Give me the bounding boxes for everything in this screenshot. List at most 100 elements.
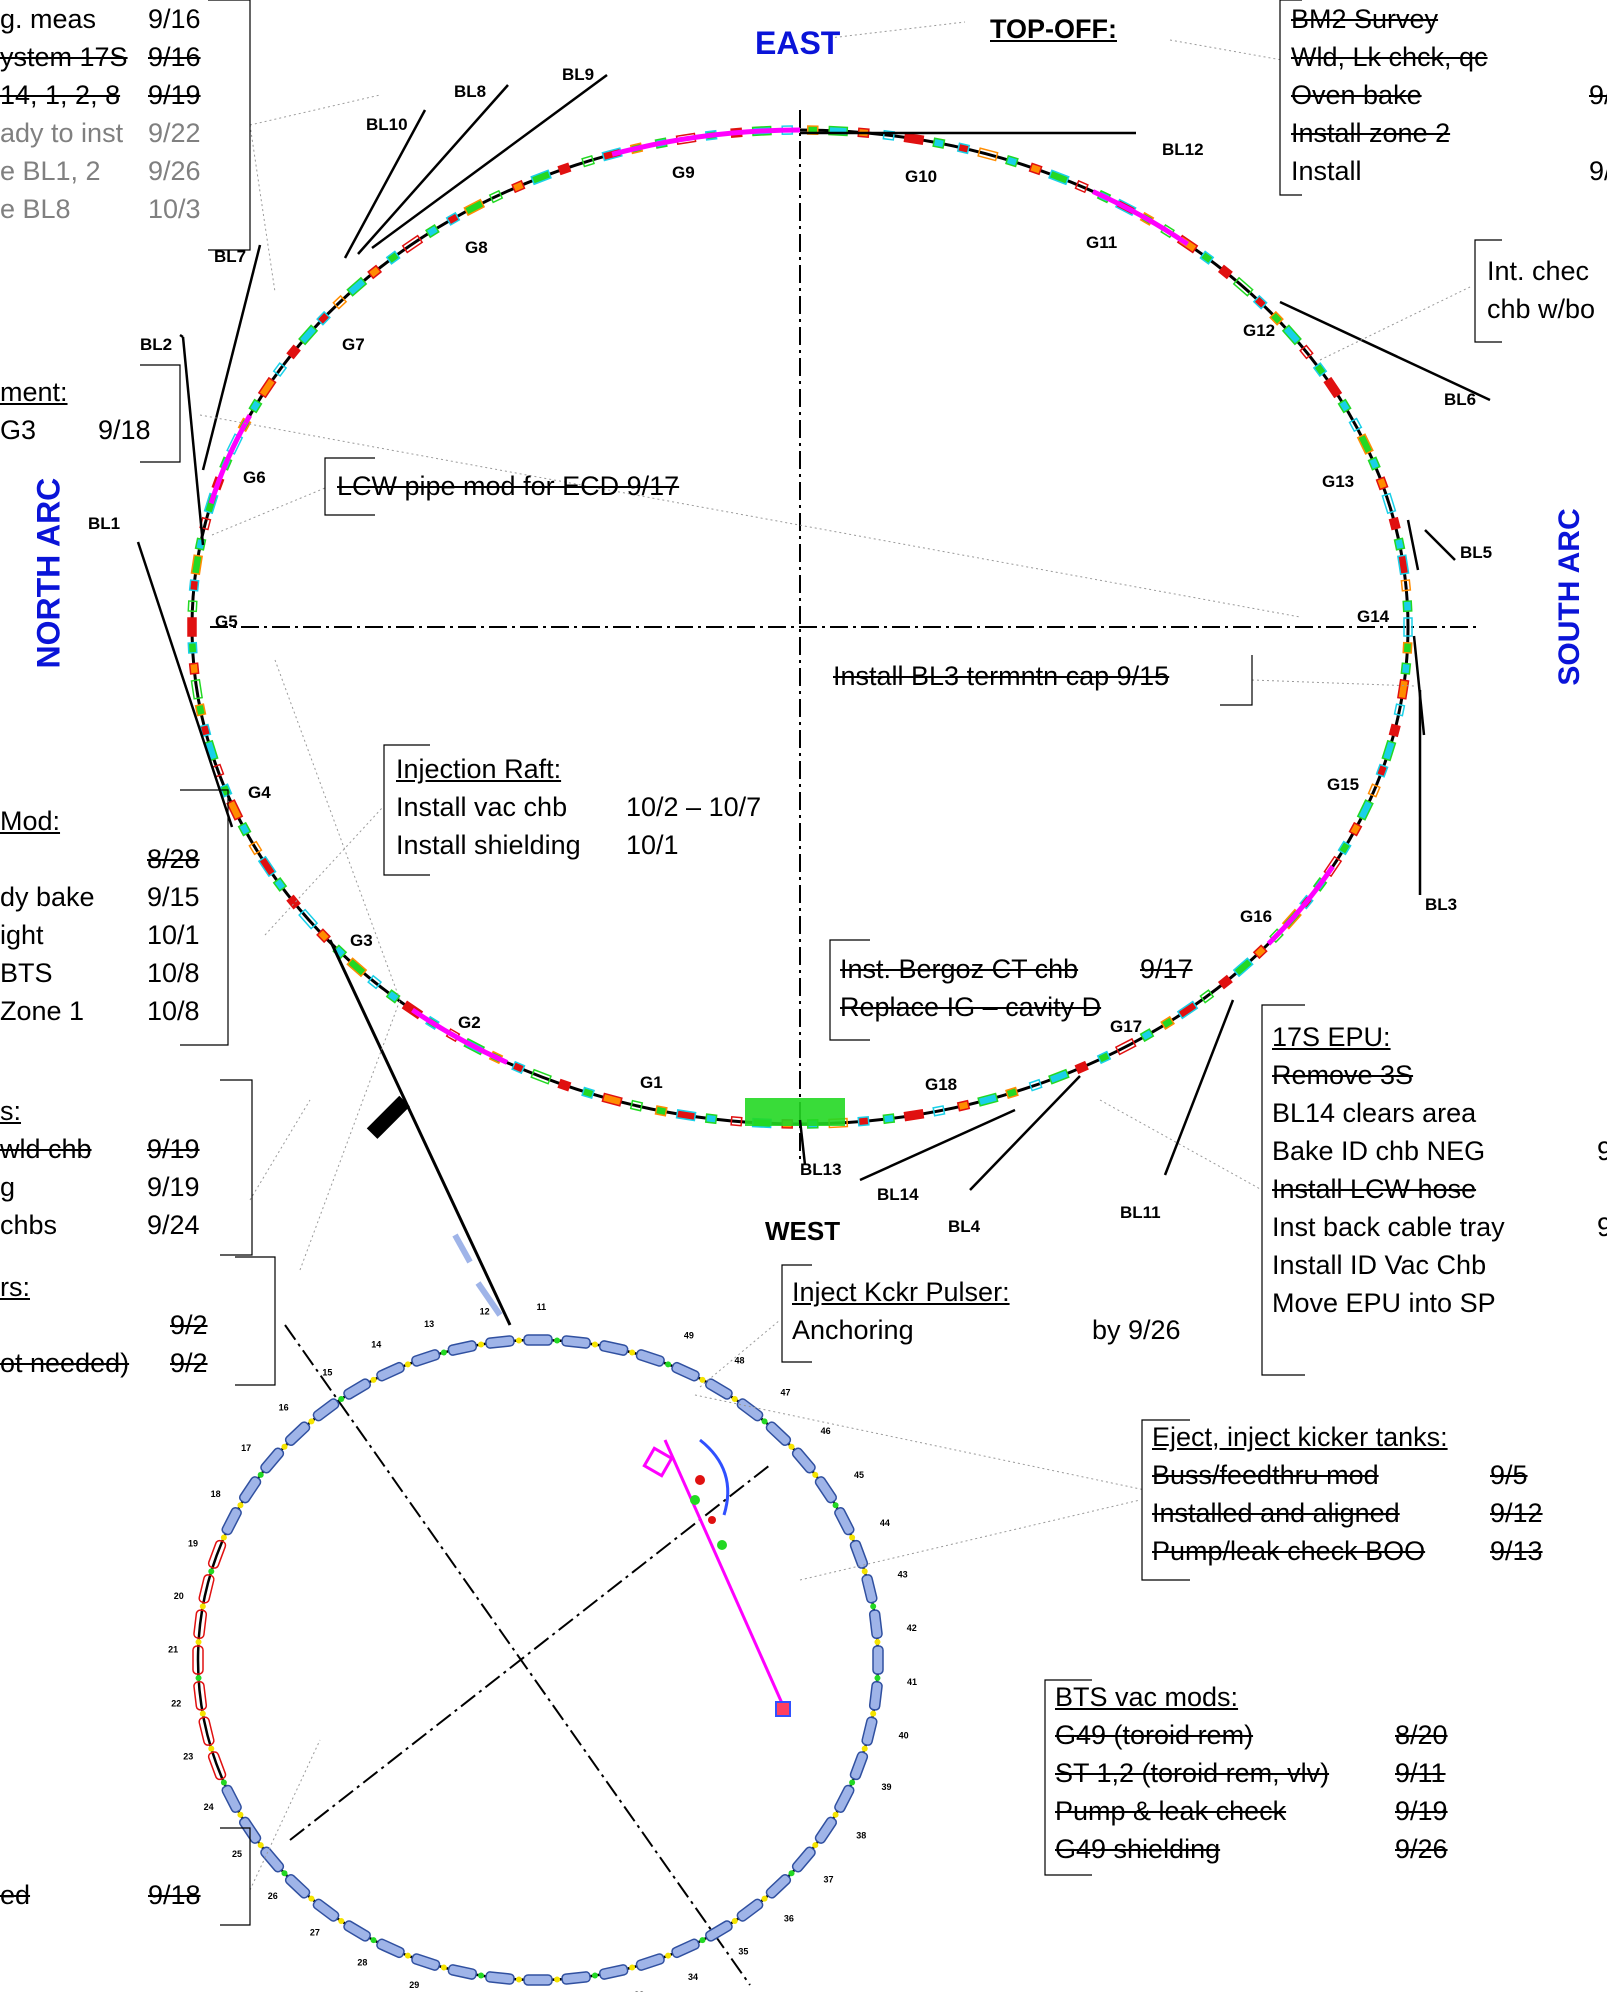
ring-magnet: [1397, 678, 1410, 700]
note-row: e BL1, 2 9/26: [0, 152, 210, 190]
ring-magnet: [190, 554, 203, 576]
ring-magnet: [346, 957, 368, 978]
booster-girder-number: 39: [882, 1782, 892, 1792]
ring-magnet: [187, 641, 198, 654]
ring-magnet: [257, 376, 277, 399]
note-row: Install zone 2: [1291, 114, 1607, 152]
ring-magnet: [1005, 1086, 1019, 1100]
note-row: Inst back cable tray 9/2: [1272, 1208, 1607, 1246]
note-row-date: 9/: [1589, 80, 1607, 110]
ring-magnet: [654, 1105, 668, 1117]
booster-element-dot: [199, 1710, 206, 1717]
booster-girder-number: 15: [322, 1368, 332, 1378]
note-row: BTS 10/8: [0, 954, 220, 992]
note-row: dy bake 9/15: [0, 878, 220, 916]
booster-girder-number: 41: [907, 1677, 917, 1687]
booster-element-dot: [665, 1361, 672, 1368]
booster-magnet: [343, 1920, 371, 1942]
booster-girder-number: 26: [268, 1891, 278, 1901]
ring-magnet: [956, 1099, 971, 1112]
note-row: Remove 3S: [1272, 1056, 1607, 1094]
ring-magnet: [557, 162, 572, 176]
ring-magnet: [316, 310, 331, 326]
note-row-date: 9/: [1589, 156, 1607, 186]
ring-magnet: [1400, 662, 1412, 675]
note-kicker-tanks: Eject, inject kicker tanks: Buss/feedthru…: [1152, 1418, 1607, 1570]
girder-label-g14: G14: [1357, 607, 1390, 626]
ring-magnet: [1323, 376, 1343, 399]
note-row: Zone 1 10/8: [0, 992, 220, 1030]
note-text: LCW pipe mod for ECD 9/17: [337, 471, 680, 501]
note-row: Install shielding 10/1: [396, 826, 816, 864]
note-row: Install 9/: [1291, 152, 1607, 190]
booster-magnet: [736, 1398, 764, 1422]
note-row: ed 9/18: [0, 1876, 220, 1914]
booster-magnet: [207, 1539, 227, 1569]
ring-straight-section: [208, 414, 253, 505]
booster-magnet: [765, 1421, 792, 1447]
ring-magnet: [188, 662, 200, 675]
note-row-label: ight: [0, 920, 44, 950]
booster-magnet: [376, 1938, 405, 1959]
note-row-date: 9/17: [1140, 954, 1193, 984]
ring-magnet: [1348, 821, 1363, 837]
ring-magnet: [882, 129, 896, 141]
booster-girder-number: 48: [735, 1355, 745, 1365]
ring-magnet: [1337, 840, 1352, 856]
booster-magnet: [447, 1964, 478, 1980]
booster-girder-number: 46: [821, 1426, 831, 1436]
note-row-date: 9/24: [147, 1210, 200, 1240]
note-row-label: Remove 3S: [1272, 1060, 1414, 1090]
ring-magnet: [977, 147, 999, 162]
booster-element-dot: [199, 1603, 206, 1610]
note-row-label: Install zone 2: [1291, 118, 1451, 148]
injection-raft-block: [745, 1098, 845, 1126]
note-row: Install LCW hose: [1272, 1170, 1607, 1208]
booster-magnet: [198, 1716, 215, 1746]
booster-element-dot: [861, 1568, 868, 1575]
note-row-date: 9/22: [148, 118, 201, 148]
note-row-label: 14, 1, 2, 8: [0, 80, 121, 110]
note-row-date: 9/15: [147, 882, 200, 912]
note-row: Oven bake 9/: [1291, 76, 1607, 114]
booster-girder-number: 25: [232, 1849, 242, 1859]
booster-magnet: [193, 1681, 208, 1711]
booster-magnet: [485, 1971, 515, 1985]
girder-label-g12: G12: [1243, 321, 1275, 340]
ring-magnet: [1299, 344, 1314, 360]
booster-magnet: [814, 1476, 838, 1504]
booster-axes: [284, 1324, 771, 1986]
note-brackets: [140, 0, 1502, 1926]
booster-element-dot: [812, 1842, 819, 1849]
ring-magnet: [1074, 1060, 1089, 1075]
note-row: Wld, Lk chck, qc: [1291, 38, 1607, 76]
booster-magnet: [736, 1898, 764, 1922]
note-row-label: dy bake: [0, 882, 95, 912]
note-leader-lines: [199, 21, 1471, 1891]
booster-element-dot: [257, 1471, 264, 1478]
booster-magnet: [598, 1340, 629, 1356]
ring-magnet: [675, 1109, 697, 1122]
note-row: Buss/feedthru mod 9/5: [1152, 1456, 1607, 1494]
booster-magnet: [849, 1751, 869, 1781]
bts-transfer-line: [328, 939, 512, 1326]
booster-girder-number: 35: [738, 1946, 748, 1956]
booster-element-dot: [237, 1811, 244, 1818]
note-row-label: ystem 17S: [0, 42, 128, 72]
note-row-label: Install: [1291, 156, 1362, 186]
note-row-date: by 9/26: [1092, 1315, 1181, 1345]
beamline-label-bl13: BL13: [800, 1160, 842, 1179]
ring-magnet: [932, 1105, 946, 1117]
note-s-left: s: wld chb 9/19 g 9/19 chbs 9/24: [0, 1092, 235, 1244]
note-row-date: 9/19: [148, 80, 201, 110]
booster-magnet: [765, 1873, 792, 1899]
booster-magnet: [849, 1539, 869, 1569]
note-top-right: BM2 Survey Wld, Lk chck, qc Oven bake 9/Ins…: [1291, 0, 1607, 190]
note-row-label: Replace IG – cavity D: [840, 992, 1102, 1022]
ring-magnet: [1393, 537, 1406, 551]
booster-element-dot: [874, 1639, 881, 1646]
note-row: 8/28: [0, 840, 220, 878]
ring-magnet: [1367, 456, 1381, 471]
booster-magnet: [284, 1873, 311, 1899]
